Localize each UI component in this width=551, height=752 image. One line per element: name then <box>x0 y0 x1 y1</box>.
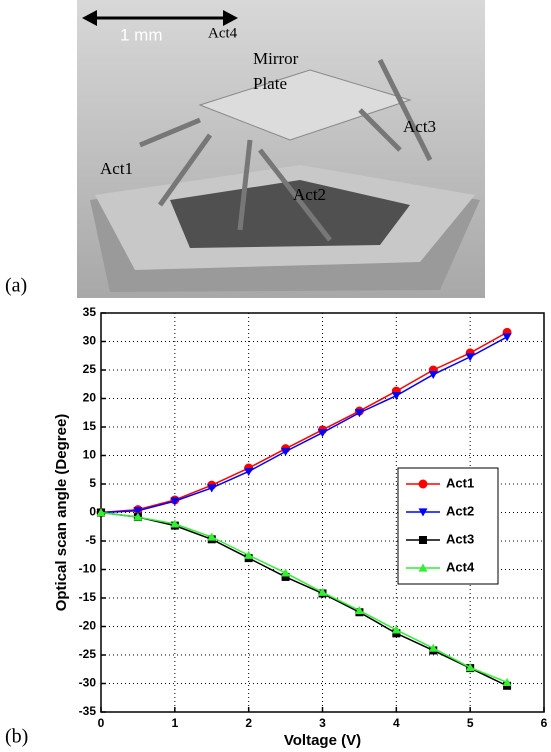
y-tick-label: -25 <box>79 647 97 661</box>
x-tick-label: 4 <box>393 716 400 730</box>
y-tick-label: 5 <box>89 476 96 490</box>
x-tick-label: 6 <box>541 716 548 730</box>
scale-label: 1 mm <box>120 25 163 44</box>
y-tick-label: -30 <box>79 676 97 690</box>
y-tick-label: 35 <box>83 305 97 319</box>
marker <box>503 333 512 341</box>
marker <box>281 568 290 576</box>
y-tick-label: -15 <box>79 590 97 604</box>
panel-label: (b) <box>5 726 28 748</box>
label: Act2 <box>293 185 326 204</box>
y-tick-label: -20 <box>79 619 97 633</box>
y-axis-title: Optical scan angle (Degree) <box>53 414 70 612</box>
marker <box>244 468 253 476</box>
y-tick-label: 10 <box>83 448 97 462</box>
y-tick-label: 30 <box>83 334 97 348</box>
label: Act3 <box>403 117 436 136</box>
x-tick-label: 2 <box>245 716 252 730</box>
x-tick-label: 0 <box>98 716 105 730</box>
y-tick-label: -10 <box>79 562 97 576</box>
label: Mirror <box>253 49 299 68</box>
y-tick-label: 25 <box>83 362 97 376</box>
panel-label: (a) <box>5 275 27 297</box>
marker <box>466 353 475 361</box>
x-tick-label: 1 <box>171 716 178 730</box>
legend-label: Act2 <box>446 503 474 518</box>
sem-image <box>77 0 485 298</box>
legend-label: Act4 <box>446 559 475 574</box>
marker <box>281 448 290 456</box>
marker <box>419 536 427 544</box>
legend-label: Act3 <box>446 531 474 546</box>
x-tick-label: 3 <box>319 716 326 730</box>
y-tick-label: 0 <box>89 505 96 519</box>
y-tick-label: 20 <box>83 391 97 405</box>
y-tick-label: -5 <box>85 533 96 547</box>
label: Act4 <box>208 25 238 41</box>
figure: 1 mm Act4 Mirror Plate Act3 Act1 Act2 (a… <box>0 0 551 752</box>
chart: -35 -30 -25 -20 -15 -10 -5 0 5 10 15 20 25 30 35 0 1 2 3 4 5… <box>53 305 548 749</box>
marker <box>429 371 438 379</box>
y-tick-label: 15 <box>83 419 97 433</box>
y-tick-label: -35 <box>79 704 97 718</box>
marker <box>318 429 327 437</box>
label: Plate <box>253 74 287 93</box>
label: Act1 <box>100 159 133 178</box>
marker <box>419 480 428 489</box>
x-tick-label: 5 <box>467 716 474 730</box>
x-axis-title: Voltage (V) <box>284 732 361 749</box>
legend-label: Act1 <box>446 475 474 490</box>
